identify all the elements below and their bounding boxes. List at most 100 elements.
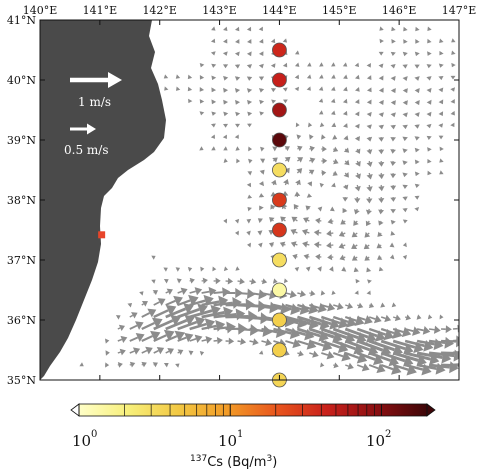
current-arrow <box>451 62 456 68</box>
current-arrow <box>223 123 229 128</box>
current-arrow <box>438 87 444 93</box>
current-arrow <box>247 171 253 176</box>
current-arrow <box>321 134 326 140</box>
current-arrow <box>165 348 174 355</box>
current-arrow <box>366 99 372 105</box>
current-arrow <box>246 64 253 69</box>
current-arrow <box>450 87 456 92</box>
current-arrow <box>366 267 372 273</box>
current-arrow <box>366 111 372 117</box>
lon-label: 144°E <box>262 4 297 17</box>
current-arrow <box>391 302 397 308</box>
current-arrow <box>188 350 194 356</box>
current-arrow <box>390 100 396 106</box>
current-arrow <box>211 26 216 31</box>
current-arrow <box>426 135 432 140</box>
current-arrow <box>246 218 252 224</box>
current-arrow <box>378 99 384 105</box>
current-arrow <box>439 38 444 43</box>
current-arrow <box>211 63 217 68</box>
current-arrow <box>390 219 396 225</box>
current-arrow <box>296 327 329 342</box>
station-marker <box>272 42 287 58</box>
current-arrow <box>294 191 301 198</box>
cs137-stations <box>272 42 287 388</box>
current-arrow <box>438 63 444 68</box>
current-arrow <box>427 147 432 152</box>
current-arrow <box>303 217 310 224</box>
current-arrow <box>291 216 298 223</box>
current-arrow <box>355 278 360 284</box>
current-arrow <box>402 124 408 130</box>
current-arrow <box>389 242 395 248</box>
colorbar-tick-exponent: 0 <box>91 429 97 440</box>
current-arrow <box>271 179 277 186</box>
current-arrow <box>343 123 348 128</box>
current-arrow <box>452 339 459 343</box>
current-arrow <box>378 63 384 69</box>
current-arrow <box>378 196 385 203</box>
current-arrow <box>390 196 397 202</box>
current-arrow <box>177 349 184 356</box>
current-arrow <box>223 146 228 151</box>
current-arrow <box>222 51 228 56</box>
current-arrow <box>364 255 371 261</box>
current-arrow <box>390 172 397 179</box>
current-arrow <box>331 290 336 296</box>
colorbar-tick-exponent: 1 <box>237 429 243 440</box>
current-arrow <box>351 231 358 238</box>
current-arrow <box>367 279 372 284</box>
current-arrow <box>235 123 241 128</box>
current-arrow <box>378 184 385 192</box>
current-arrow <box>315 253 322 260</box>
current-arrow <box>129 347 141 355</box>
current-arrow <box>294 86 300 92</box>
colorbar-tick-label: 10 <box>72 432 91 450</box>
current-arrow <box>141 330 161 342</box>
current-arrow <box>428 325 441 334</box>
current-arrow <box>356 363 370 372</box>
current-arrow <box>283 278 289 284</box>
current-arrow <box>402 208 408 213</box>
current-arrow <box>236 158 241 164</box>
current-arrow <box>353 208 360 215</box>
current-arrow <box>153 298 166 306</box>
current-arrow <box>326 241 334 249</box>
current-arrow <box>390 63 396 69</box>
current-arrow <box>402 184 408 190</box>
current-arrow <box>211 111 217 116</box>
current-arrow <box>246 26 252 32</box>
current-arrow <box>427 314 433 320</box>
current-arrow <box>402 76 408 81</box>
current-arrow <box>117 348 126 356</box>
site-marker <box>98 231 106 239</box>
current-arrow <box>403 39 408 44</box>
current-arrow <box>320 290 326 296</box>
current-arrow <box>151 279 156 284</box>
current-arrow <box>354 136 360 142</box>
current-arrow <box>258 38 264 44</box>
current-arrow <box>378 124 384 130</box>
current-arrow <box>189 277 195 284</box>
current-arrow <box>308 315 340 330</box>
current-arrow <box>416 326 431 335</box>
current-arrow <box>297 338 317 350</box>
station-marker <box>272 132 287 148</box>
current-arrow <box>327 254 334 261</box>
current-arrow <box>332 339 364 355</box>
current-arrow <box>258 350 264 355</box>
station-marker <box>272 312 287 328</box>
current-arrow <box>378 148 385 155</box>
current-arrow <box>309 290 316 297</box>
current-arrow <box>329 266 334 272</box>
current-arrow <box>354 290 359 295</box>
current-arrow <box>152 290 159 296</box>
current-arrow <box>390 230 396 236</box>
current-arrow <box>211 87 217 93</box>
current-arrow <box>223 26 228 32</box>
current-arrow <box>141 317 163 331</box>
current-arrow <box>390 124 396 130</box>
current-arrow <box>368 327 395 341</box>
current-arrow <box>452 363 459 367</box>
current-arrow <box>377 254 383 260</box>
